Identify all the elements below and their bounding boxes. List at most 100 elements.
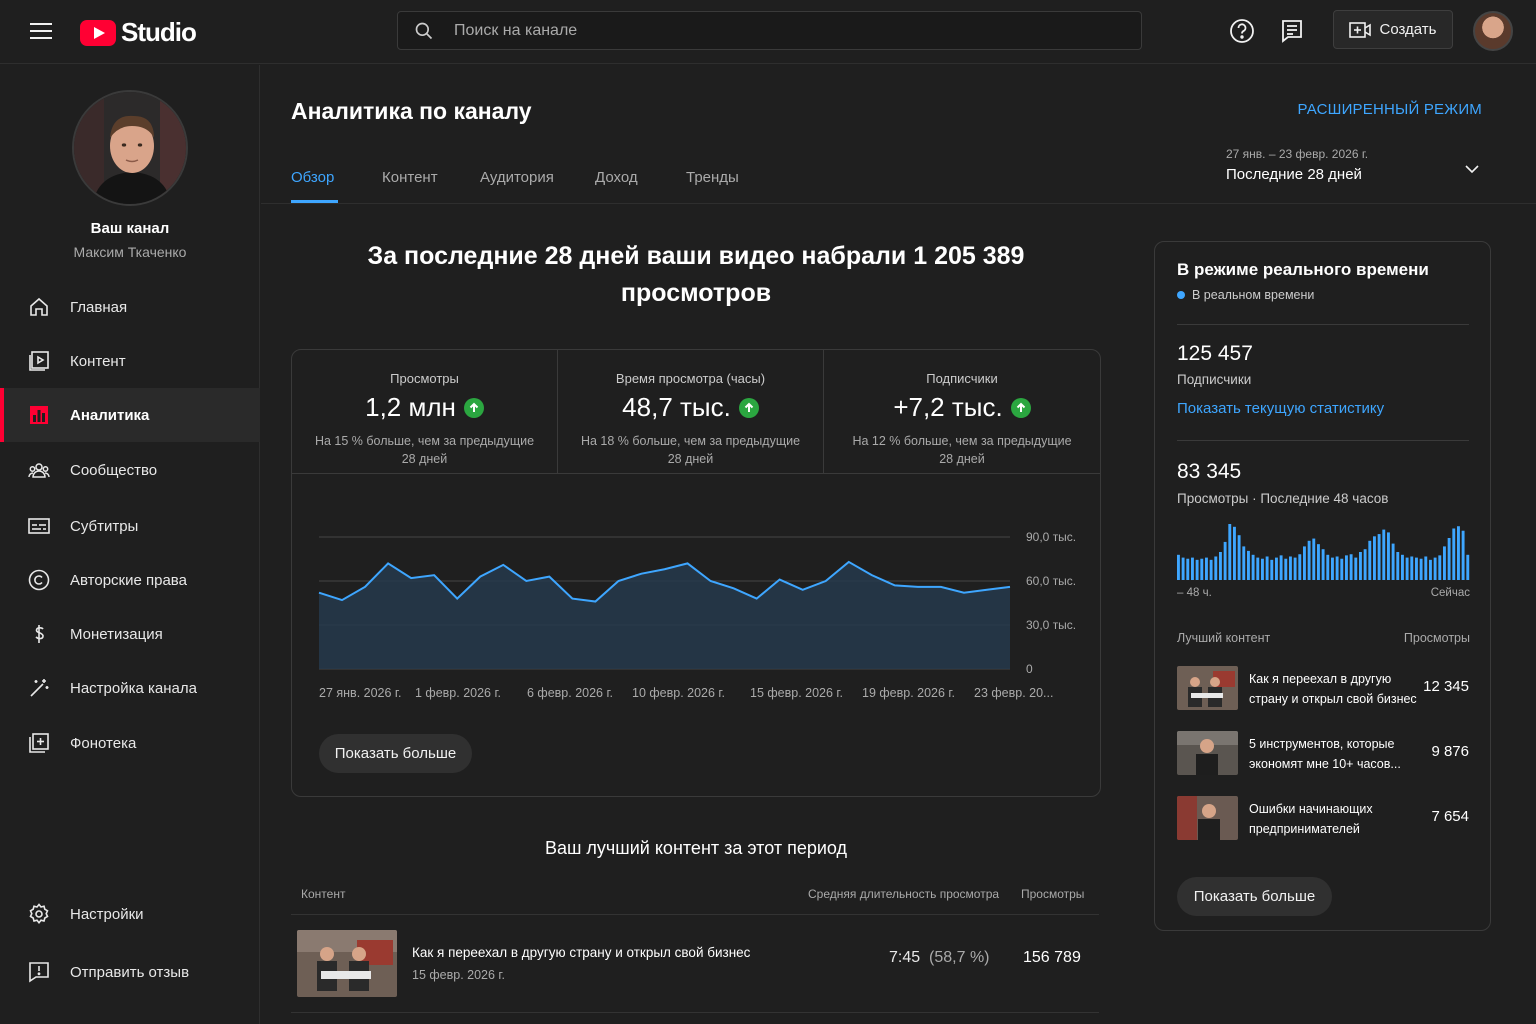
realtime-bar: [1326, 554, 1330, 580]
feedback-message-icon[interactable]: [1279, 18, 1305, 44]
advanced-mode-link[interactable]: РАСШИРЕННЫЙ РЕЖИМ: [1297, 101, 1482, 118]
metric-subscribers[interactable]: Подписчики +7,2 тыс. На 12 % больше, чем…: [824, 350, 1100, 474]
x-tick-label: 6 февр. 2026 г.: [527, 686, 613, 700]
active-tab-indicator: [291, 200, 338, 203]
sidebar-item-label: Сообщество: [70, 461, 158, 479]
top-content-views: 9 876: [1431, 743, 1469, 760]
column-header-views[interactable]: Просмотры: [1021, 887, 1085, 901]
divider: [1177, 440, 1469, 441]
realtime-bar: [1251, 554, 1255, 580]
x-tick-label: 1 февр. 2026 г.: [415, 686, 501, 700]
video-title[interactable]: Как я переехал в другую страну и открыл …: [412, 945, 751, 960]
x-tick-label: 10 февр. 2026 г.: [632, 686, 725, 700]
left-sidebar: Ваш канал Максим Ткаченко Главная Контен…: [0, 65, 260, 1024]
video-date: 15 февр. 2026 г.: [412, 968, 505, 982]
create-button[interactable]: Создать: [1333, 10, 1453, 49]
sidebar-item-customization[interactable]: Настройка канала: [0, 661, 260, 715]
sidebar-item-label: Настройка канала: [70, 679, 197, 697]
sidebar-item-analytics[interactable]: Аналитика: [0, 388, 260, 442]
chart-series-line: [318, 560, 1011, 603]
video-thumbnail[interactable]: [297, 930, 397, 997]
realtime-bar: [1419, 558, 1423, 580]
channel-avatar-image: [74, 92, 186, 204]
top-content-item[interactable]: Как я переехал в другую страну и открыл …: [1177, 666, 1469, 712]
top-content-item[interactable]: 5 инструментов, которые экономят мне 10+…: [1177, 731, 1469, 777]
realtime-bar: [1363, 549, 1367, 580]
tab-content[interactable]: Контент: [382, 169, 438, 186]
y-tick-label: 60,0 тыс.: [1026, 574, 1076, 588]
channel-owner-name: Максим Ткаченко: [73, 244, 187, 260]
channel-avatar[interactable]: [72, 90, 188, 206]
divider: [291, 914, 1099, 915]
realtime-bar: [1284, 558, 1288, 580]
hamburger-menu-icon[interactable]: [26, 18, 56, 46]
youtube-logo-icon: [80, 19, 116, 46]
metric-views[interactable]: Просмотры 1,2 млн На 15 % больше, чем за…: [292, 350, 558, 474]
realtime-title: В режиме реального времени: [1177, 260, 1429, 279]
realtime-bar: [1391, 543, 1395, 580]
youtube-studio-logo[interactable]: Studio: [80, 17, 197, 48]
y-tick-label: 30,0 тыс.: [1026, 618, 1076, 632]
realtime-bar: [1181, 557, 1185, 580]
metric-value: 48,7 тыс.: [622, 392, 731, 422]
realtime-bar: [1387, 532, 1390, 580]
search-input[interactable]: [454, 12, 1114, 49]
subtitles-icon: [28, 518, 50, 534]
realtime-bar: [1429, 559, 1432, 580]
dollar-icon: [35, 625, 44, 643]
sidebar-item-send-feedback[interactable]: Отправить отзыв: [0, 945, 260, 999]
show-live-stats-link[interactable]: Показать текущую статистику: [1177, 400, 1385, 417]
account-avatar[interactable]: [1473, 11, 1513, 51]
content-icon: [29, 351, 49, 371]
realtime-bar: [1270, 559, 1274, 580]
metric-label: Подписчики: [926, 371, 998, 386]
sidebar-item-community[interactable]: Сообщество: [0, 443, 260, 497]
page-title: Аналитика по каналу: [291, 98, 532, 124]
video-thumbnail: [1177, 731, 1238, 775]
tab-audience[interactable]: Аудитория: [480, 169, 554, 186]
realtime-bar: [1219, 552, 1222, 580]
realtime-bar: [1321, 549, 1325, 580]
realtime-bar: [1401, 554, 1404, 580]
arrow-up-icon: [463, 397, 484, 418]
realtime-show-more-button[interactable]: Показать больше: [1177, 877, 1332, 916]
sidebar-item-copyright[interactable]: Авторские права: [0, 553, 260, 607]
sidebar-item-content[interactable]: Контент: [0, 334, 260, 388]
create-button-label: Создать: [1379, 21, 1437, 38]
search-box[interactable]: [397, 11, 1142, 50]
tab-overview[interactable]: Обзор: [291, 169, 335, 186]
realtime-bar: [1312, 538, 1316, 580]
tab-revenue[interactable]: Доход: [595, 169, 638, 186]
realtime-views-label: Просмотры · Последние 48 часов: [1177, 491, 1389, 506]
sidebar-item-home[interactable]: Главная: [0, 280, 260, 334]
date-range-selector[interactable]: 27 янв. – 23 февр. 2026 г. Последние 28 …: [1226, 147, 1486, 197]
bar-axis-end: Сейчас: [1430, 587, 1470, 599]
sidebar-item-settings[interactable]: Настройки: [0, 887, 260, 941]
sidebar-item-label: Главная: [70, 298, 128, 316]
show-more-button[interactable]: Показать больше: [319, 734, 472, 773]
feedback-icon: [29, 962, 49, 983]
realtime-bar: [1447, 538, 1451, 580]
realtime-bar: [1223, 541, 1227, 580]
realtime-bar: [1289, 556, 1292, 580]
sidebar-item-monetization[interactable]: Монетизация: [0, 607, 260, 661]
realtime-bar: [1279, 555, 1283, 580]
realtime-bar: [1195, 559, 1199, 580]
top-content-item[interactable]: Ошибки начинающих предпринимателей 7 654: [1177, 796, 1469, 842]
top-content-views: 7 654: [1431, 808, 1469, 825]
analytics-icon: [30, 406, 48, 424]
views-line-chart: 0 30,0 тыс. 60,0 тыс. 90,0 тыс. 27 янв. 2026…: [318, 530, 1076, 700]
video-thumbnail: [1177, 666, 1238, 710]
sidebar-item-label: Аналитика: [70, 406, 150, 424]
metric-watch-time[interactable]: Время просмотра (часы) 48,7 тыс. На 18 %…: [558, 350, 824, 474]
main-content: Аналитика по каналу РАСШИРЕННЫЙ РЕЖИМ Об…: [261, 65, 1536, 1024]
help-icon[interactable]: [1229, 18, 1255, 44]
realtime-bar: [1200, 558, 1204, 580]
chart-area-fill: [319, 561, 1010, 669]
sidebar-item-subtitles[interactable]: Субтитры: [0, 499, 260, 553]
sidebar-item-audio-library[interactable]: Фонотека: [0, 716, 260, 770]
audio-library-icon: [29, 733, 49, 753]
column-header-avg-duration[interactable]: Средняя длительность просмотра: [808, 887, 1000, 901]
y-tick-label: 0: [1026, 662, 1033, 676]
tab-trends[interactable]: Тренды: [686, 169, 739, 186]
